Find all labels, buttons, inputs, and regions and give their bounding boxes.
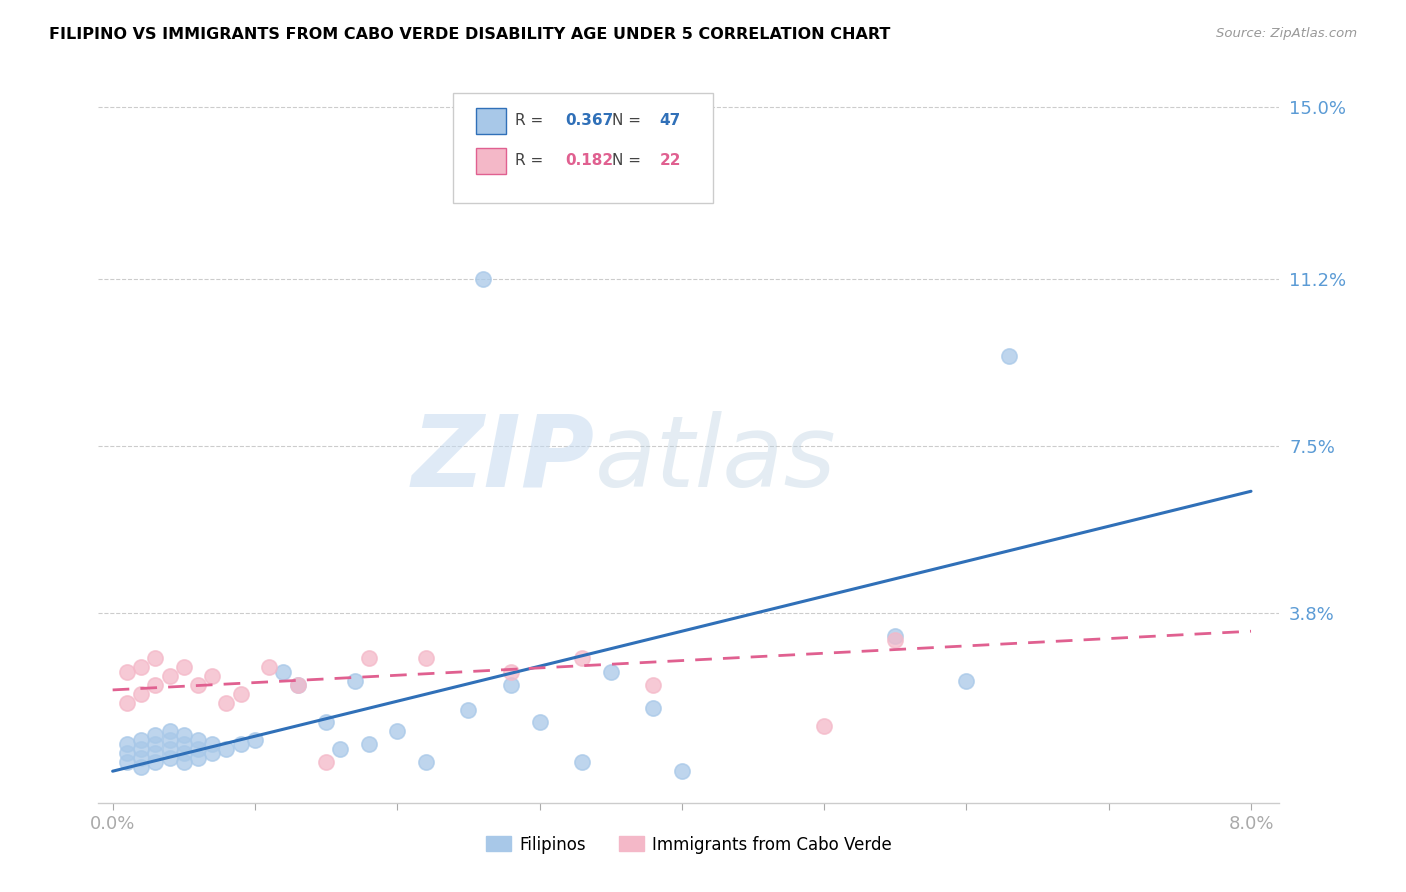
Point (529, 714, 551, 729)
Point (273, 665, 295, 679)
Point (129, 760, 152, 774)
Point (129, 741, 152, 756)
Point (115, 665, 138, 679)
Point (215, 697, 238, 711)
Point (187, 741, 209, 756)
Point (115, 737, 138, 751)
Point (315, 755, 337, 769)
Text: ZIP: ZIP (412, 410, 595, 508)
Point (143, 651, 166, 665)
Point (229, 688, 252, 702)
Point (173, 755, 195, 769)
Point (115, 746, 138, 760)
Point (998, 349, 1021, 363)
Text: N =: N = (612, 113, 645, 128)
Point (287, 678, 309, 692)
Point (329, 741, 352, 756)
Point (173, 728, 195, 742)
Point (187, 732, 209, 747)
FancyBboxPatch shape (477, 108, 506, 134)
Point (201, 669, 224, 683)
FancyBboxPatch shape (477, 148, 506, 174)
Point (457, 703, 479, 717)
Text: 47: 47 (659, 113, 681, 128)
Text: 0.182: 0.182 (565, 153, 613, 168)
Point (201, 737, 224, 751)
Text: 0.367: 0.367 (565, 113, 613, 128)
Text: N =: N = (612, 153, 645, 168)
Text: Source: ZipAtlas.com: Source: ZipAtlas.com (1216, 27, 1357, 40)
Point (643, 701, 665, 715)
Point (159, 723, 181, 738)
Point (884, 629, 907, 643)
Point (143, 755, 166, 769)
Point (187, 750, 209, 764)
Point (173, 660, 195, 674)
Point (315, 714, 337, 729)
Point (243, 732, 266, 747)
Text: FILIPINO VS IMMIGRANTS FROM CABO VERDE DISABILITY AGE UNDER 5 CORRELATION CHART: FILIPINO VS IMMIGRANTS FROM CABO VERDE D… (49, 27, 890, 42)
Point (955, 673, 977, 688)
Point (129, 750, 152, 764)
Point (571, 651, 593, 665)
Point (143, 737, 166, 751)
FancyBboxPatch shape (453, 94, 713, 203)
Point (415, 651, 437, 665)
Point (143, 678, 166, 692)
Point (129, 660, 152, 674)
Text: atlas: atlas (595, 410, 837, 508)
Text: R =: R = (516, 113, 548, 128)
Point (557, 136, 579, 151)
Point (813, 719, 835, 733)
Point (129, 688, 152, 702)
Point (343, 673, 366, 688)
Point (187, 678, 209, 692)
Point (143, 746, 166, 760)
Point (415, 755, 437, 769)
Point (499, 665, 522, 679)
Point (229, 737, 252, 751)
Point (287, 678, 309, 692)
Point (257, 660, 280, 674)
Point (159, 732, 181, 747)
Point (173, 737, 195, 751)
Legend: Filipinos, Immigrants from Cabo Verde: Filipinos, Immigrants from Cabo Verde (479, 829, 898, 860)
Point (143, 728, 166, 742)
Point (129, 732, 152, 747)
Point (671, 764, 693, 779)
Point (471, 272, 494, 286)
Text: 22: 22 (659, 153, 681, 168)
Point (643, 678, 665, 692)
Point (159, 741, 181, 756)
Point (159, 669, 181, 683)
Point (387, 723, 409, 738)
Point (159, 750, 181, 764)
Point (215, 741, 238, 756)
Point (357, 737, 380, 751)
Point (357, 651, 380, 665)
Point (884, 633, 907, 648)
Point (115, 755, 138, 769)
Point (499, 678, 522, 692)
Point (173, 746, 195, 760)
Point (599, 665, 621, 679)
Text: R =: R = (516, 153, 548, 168)
Point (115, 697, 138, 711)
Point (201, 746, 224, 760)
Point (571, 755, 593, 769)
